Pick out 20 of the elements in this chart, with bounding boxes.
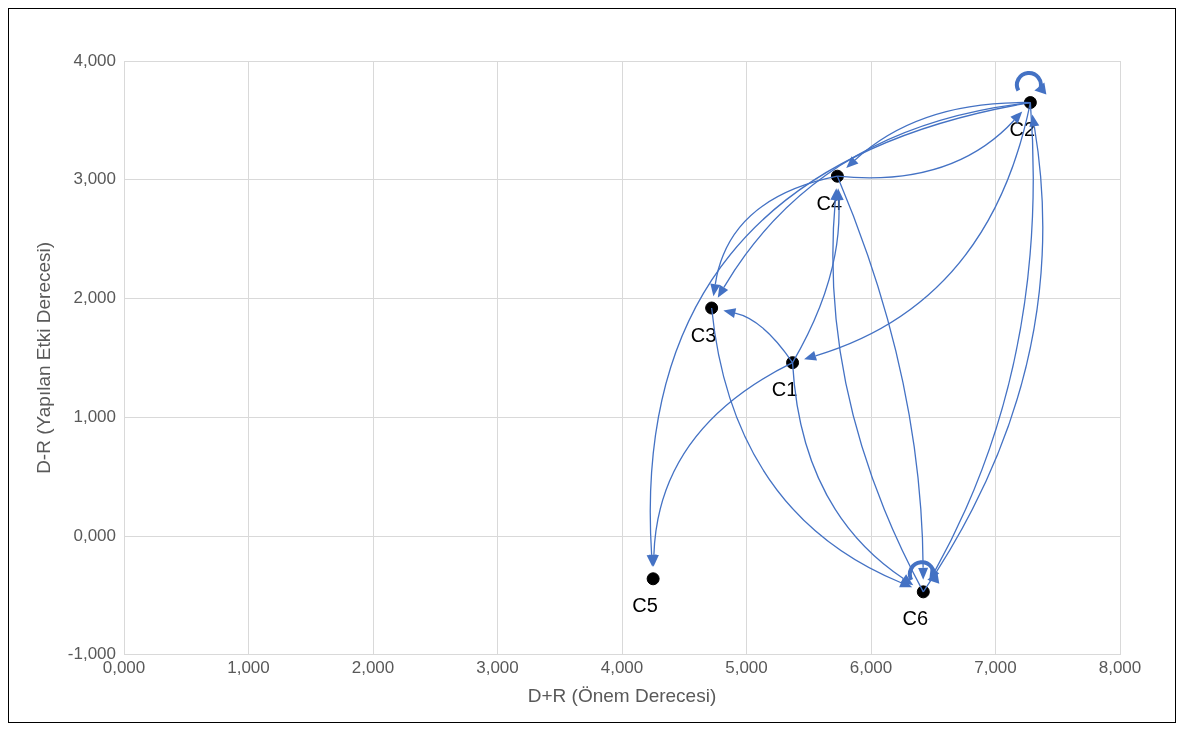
- annotation: C5: [632, 594, 658, 617]
- y-tick-label: 2,000: [73, 288, 116, 308]
- y-axis-title: D-R (Yapılan Etki Derecesi): [32, 241, 54, 474]
- y-tick-label: 0,000: [73, 525, 116, 545]
- x-tick-label: 2,000: [351, 657, 395, 677]
- x-tick-label: 4,000: [600, 657, 644, 677]
- y-tick-label: 4,000: [73, 50, 116, 70]
- point: [705, 301, 719, 315]
- x-tick-label: 7,000: [974, 657, 1017, 677]
- x-tick-label: 3,000: [476, 657, 519, 677]
- y-tick-label: 1,000: [73, 406, 116, 426]
- y-tick-label: 3,000: [73, 169, 116, 189]
- x-tick-label: 8,000: [1098, 657, 1142, 677]
- x-tick-label: 1,000: [227, 657, 270, 677]
- annotation: C6: [902, 607, 929, 630]
- point: [646, 572, 660, 586]
- x-axis-title: D+R (Önem Derecesi): [527, 684, 717, 706]
- annotation: C3: [690, 323, 717, 346]
- x-tick-label: 5,000: [725, 657, 768, 677]
- x-tick-label: 6,000: [849, 657, 893, 677]
